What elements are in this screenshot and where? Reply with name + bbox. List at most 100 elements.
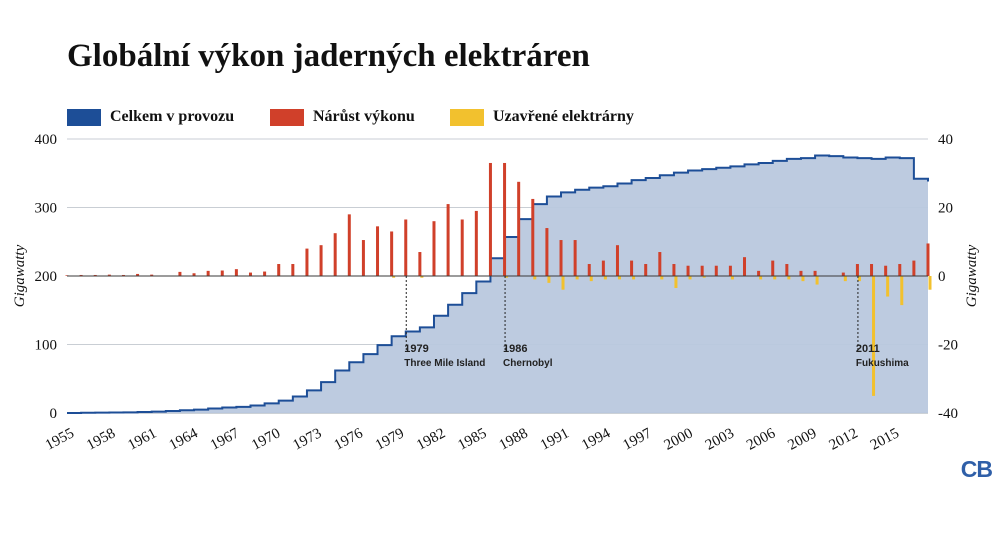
increase-bar	[234, 269, 238, 276]
increase-bar	[503, 162, 507, 276]
y-tick-right: -20	[938, 338, 958, 354]
closure-bar	[632, 276, 636, 280]
increase-bar	[912, 260, 916, 276]
y-tick-right: -40	[938, 406, 958, 422]
increase-bar	[248, 272, 252, 276]
increase-bar	[813, 270, 817, 276]
increase-bar	[319, 245, 323, 276]
increase-bar	[263, 271, 267, 276]
increase-bar	[601, 260, 605, 276]
x-tick-label: 1964	[167, 425, 201, 453]
x-tick-label: 2006	[744, 425, 778, 453]
increase-bar	[277, 264, 281, 276]
x-tick-label: 1973	[290, 425, 324, 453]
increase-bar	[700, 265, 704, 276]
closure-bar	[857, 276, 861, 282]
increase-bar	[926, 243, 930, 276]
increase-bar	[121, 274, 125, 276]
legend-label-increase: Nárůst výkonu	[313, 108, 415, 125]
increase-bar	[771, 260, 775, 276]
y-tick-left: 200	[35, 269, 58, 285]
chart-title: Globální výkon jaderných elektráren	[67, 38, 590, 74]
y-tick-right: 40	[938, 132, 953, 148]
closure-bar	[773, 276, 777, 280]
increase-bar	[390, 231, 394, 276]
increase-bar	[446, 204, 450, 276]
closure-bar	[674, 276, 678, 288]
x-tick-label: 1997	[620, 425, 654, 453]
increase-bar	[93, 274, 97, 276]
increase-bar	[136, 273, 140, 276]
increase-bar	[376, 226, 380, 276]
legend-swatch-increase	[270, 108, 304, 126]
x-tick-label: 1961	[125, 425, 159, 453]
x-tick-label: 2000	[662, 425, 696, 453]
increase-bar	[291, 264, 295, 276]
closure-bar	[843, 276, 847, 282]
x-tick-label: 1985	[455, 425, 489, 453]
increase-bar	[743, 257, 747, 276]
annotation-label: Chernobyl	[503, 358, 553, 369]
annotation-label: Three Mile Island	[404, 358, 485, 369]
increase-bar	[757, 270, 761, 276]
increase-bar	[587, 264, 591, 276]
y-tick-left: 300	[35, 201, 58, 217]
closure-bar	[815, 276, 819, 285]
closure-bar	[688, 276, 692, 280]
y-axis-title-left: Gigawatty	[12, 244, 28, 307]
x-tick-label: 1979	[373, 425, 407, 453]
x-tick-label: 1970	[249, 425, 283, 453]
increase-bar	[107, 274, 111, 276]
increase-bar	[841, 272, 845, 276]
closure-bar	[603, 276, 607, 280]
increase-bar	[630, 260, 634, 276]
x-tick-label: 2015	[868, 425, 902, 453]
y-tick-right: 0	[938, 269, 946, 285]
legend-item-increase: Nárůst výkonu	[270, 107, 415, 127]
x-tick-label: 1988	[497, 425, 531, 453]
annotation-year: 2011	[856, 343, 880, 355]
closure-bar	[886, 276, 890, 297]
increase-bar	[460, 219, 464, 276]
increase-bar	[714, 265, 718, 276]
annotation-year: 1986	[503, 343, 527, 355]
x-tick-label: 2009	[785, 425, 819, 453]
increase-bar	[474, 210, 478, 276]
closure-bar	[928, 276, 932, 290]
increase-bar	[658, 252, 662, 276]
x-tick-label: 1976	[332, 425, 366, 453]
closure-bar	[759, 276, 763, 280]
closure-bar	[617, 276, 621, 280]
increase-bar	[488, 162, 492, 276]
annotation-year: 1979	[404, 343, 428, 355]
increase-bar	[178, 271, 182, 276]
increase-bar	[799, 270, 803, 276]
closure-bar	[505, 276, 509, 278]
increase-bar	[531, 198, 535, 276]
legend-swatch-total	[67, 108, 101, 126]
increase-bar	[545, 228, 549, 276]
cb-logo: CB	[960, 456, 993, 482]
x-tick-label: 1955	[43, 425, 77, 453]
increase-bar	[79, 274, 83, 276]
closure-bar	[392, 276, 396, 278]
closure-bar	[801, 276, 805, 282]
x-tick-label: 1982	[414, 425, 448, 453]
increase-bar	[192, 273, 196, 276]
annotation-label: Fukushima	[856, 358, 909, 369]
increase-bar	[206, 270, 210, 276]
increase-bar	[728, 265, 732, 276]
legend-label-total: Celkem v provozu	[110, 108, 235, 125]
increase-bar	[333, 233, 337, 276]
closure-bar	[547, 276, 551, 283]
increase-bar	[884, 265, 888, 276]
x-tick-label: 2012	[827, 425, 861, 453]
legend-swatch-closures	[450, 108, 484, 126]
x-tick-label: 1991	[538, 425, 572, 453]
closure-bar	[420, 276, 424, 278]
increase-bar	[870, 264, 874, 276]
increase-bar	[347, 214, 351, 276]
y-axis-title-right: Gigawatty	[964, 244, 980, 307]
increase-bar	[305, 248, 309, 276]
increase-bar	[404, 219, 408, 276]
